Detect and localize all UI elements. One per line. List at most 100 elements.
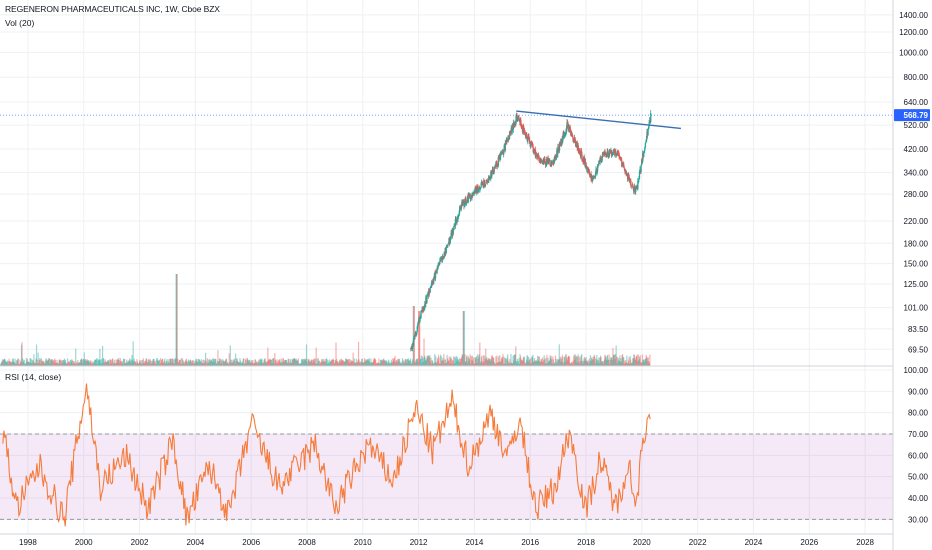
volume-bar bbox=[130, 359, 133, 366]
volume-bar bbox=[588, 358, 590, 366]
price-candle bbox=[420, 311, 422, 318]
volume-bar bbox=[196, 361, 199, 366]
volume-bar bbox=[589, 361, 591, 366]
price-candle bbox=[424, 303, 426, 309]
volume-bar bbox=[4, 360, 7, 366]
volume-bar bbox=[544, 359, 546, 366]
symbol-legend[interactable]: REGENERON PHARMACEUTICALS INC, 1W, Cboe … bbox=[5, 4, 220, 14]
volume-bar bbox=[70, 361, 73, 366]
rsi-tick-label: 80.00 bbox=[908, 409, 929, 418]
volume-bar bbox=[316, 363, 318, 366]
volume-bar bbox=[129, 358, 131, 366]
volume-bar bbox=[361, 358, 363, 366]
volume-bar bbox=[460, 357, 463, 366]
price-axis[interactable]: 1400.001200.001000.00800.00640.00520.004… bbox=[899, 11, 928, 354]
volume-bar bbox=[418, 311, 420, 366]
volume-bar bbox=[124, 363, 126, 366]
volume-bar bbox=[469, 354, 471, 366]
price-candle bbox=[623, 165, 625, 169]
volume-bar bbox=[300, 362, 302, 366]
volume-bar bbox=[222, 359, 224, 366]
volume-bar bbox=[532, 354, 534, 366]
volume-bar bbox=[154, 363, 156, 366]
volume-bar bbox=[274, 352, 276, 366]
volume-bar bbox=[357, 360, 359, 366]
volume-legend[interactable]: Vol (20) bbox=[5, 18, 35, 28]
volume-bar bbox=[527, 361, 529, 366]
volume-bar bbox=[257, 362, 259, 366]
volume-bar bbox=[383, 358, 385, 366]
volume-bar bbox=[23, 359, 25, 366]
volume-bar bbox=[555, 358, 557, 366]
price-candle bbox=[457, 216, 459, 219]
resistance-trendline bbox=[516, 110, 681, 130]
volume-bar bbox=[474, 357, 476, 366]
volume-bar bbox=[160, 362, 162, 366]
volume-bar bbox=[73, 361, 75, 366]
volume-bar bbox=[366, 360, 368, 366]
volume-bar bbox=[225, 358, 227, 366]
volume-bar bbox=[15, 363, 17, 366]
volume-bar bbox=[151, 360, 154, 366]
volume-bar bbox=[480, 361, 482, 366]
volume-bar bbox=[52, 360, 54, 366]
volume-bar bbox=[505, 363, 507, 366]
volume-bar bbox=[510, 362, 513, 366]
volume-bar bbox=[467, 355, 469, 366]
volume-bar bbox=[311, 359, 313, 366]
volume-bar bbox=[529, 362, 531, 366]
time-axis[interactable]: 1998 2000 2002 2004 2006 2008 2010 2012 2014 2016… bbox=[19, 538, 875, 547]
volume-bar bbox=[552, 356, 554, 366]
volume-bar bbox=[289, 359, 291, 366]
volume-bar bbox=[624, 362, 626, 366]
volume-bar bbox=[378, 358, 380, 366]
volume-bar bbox=[458, 358, 461, 366]
volume-bar bbox=[544, 363, 546, 366]
volume-bar bbox=[193, 362, 195, 366]
volume-bar bbox=[242, 361, 244, 366]
volume-bar bbox=[640, 362, 642, 366]
price-candles[interactable] bbox=[410, 110, 652, 352]
volume-bar bbox=[137, 363, 140, 366]
volume-bar bbox=[181, 358, 184, 366]
volume-bar bbox=[245, 362, 247, 366]
volume-bar bbox=[38, 359, 40, 366]
volume-bar bbox=[583, 358, 585, 366]
volume-bar bbox=[537, 355, 539, 366]
volume-bar bbox=[639, 358, 641, 366]
volume-bar bbox=[354, 363, 356, 366]
price-candle bbox=[575, 145, 577, 147]
volume-bar bbox=[388, 359, 390, 366]
volume-bar bbox=[211, 358, 213, 366]
volume-bar bbox=[6, 361, 8, 366]
volume-bar bbox=[447, 361, 449, 366]
volume-bar bbox=[148, 361, 150, 366]
price-candle bbox=[463, 200, 465, 207]
volume-bar bbox=[227, 361, 229, 366]
trendline-layer[interactable] bbox=[516, 110, 681, 130]
volume-bar bbox=[51, 359, 53, 366]
price-candle bbox=[441, 256, 444, 261]
rsi-axis[interactable]: 100.0090.0080.0070.0060.0050.0040.0030.0… bbox=[904, 366, 929, 524]
volume-bar bbox=[162, 358, 164, 366]
volume-bar bbox=[397, 359, 399, 366]
volume-bar bbox=[647, 357, 649, 366]
volume-bar bbox=[523, 357, 525, 366]
volume-bar bbox=[177, 358, 179, 366]
rsi-legend[interactable]: RSI (14, close) bbox=[5, 372, 62, 382]
volume-bar bbox=[12, 358, 15, 366]
volume-bar bbox=[615, 354, 617, 366]
volume-bar bbox=[385, 362, 387, 366]
volume-bar bbox=[355, 363, 357, 366]
volume-bar bbox=[547, 357, 549, 366]
volume-bar bbox=[549, 355, 551, 366]
price-tick-label: 125.00 bbox=[904, 280, 929, 289]
volume-bar bbox=[156, 358, 158, 366]
volume-bar bbox=[258, 359, 260, 366]
volume-bar bbox=[72, 363, 74, 366]
volume-bar bbox=[298, 363, 300, 366]
volume-bar bbox=[49, 359, 52, 366]
volume-bar bbox=[509, 359, 511, 366]
volume-bar bbox=[134, 361, 136, 366]
